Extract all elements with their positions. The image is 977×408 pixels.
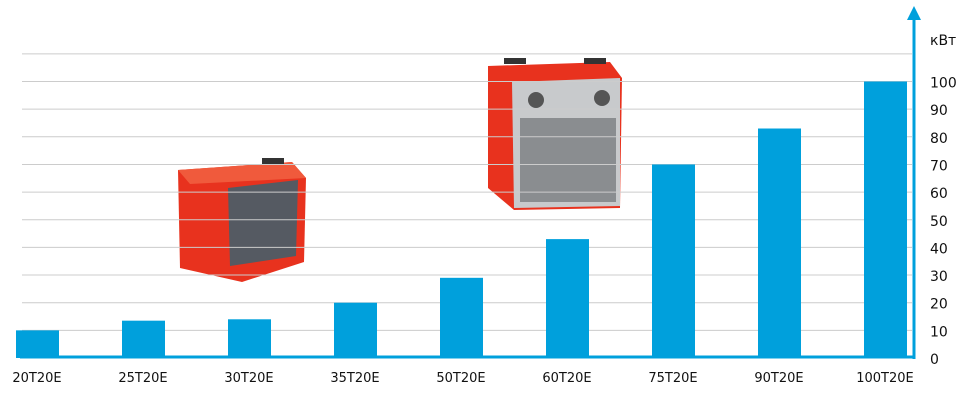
x-tick-label: 90T20E — [754, 371, 803, 386]
y-tick-label: 40 — [930, 241, 948, 257]
bar-60T20E — [546, 239, 589, 358]
bar-20T20E — [16, 330, 59, 358]
y-tick-label: 0 — [930, 352, 939, 368]
x-tick-label: 60T20E — [542, 371, 591, 386]
x-tick-label: 50T20E — [436, 371, 485, 386]
y-tick-label: 10 — [930, 324, 948, 340]
bar-100T20E — [864, 81, 907, 358]
y-axis-arrow-icon — [907, 6, 921, 20]
y-axis-unit-label: кВт — [930, 33, 956, 49]
y-tick-label: 100 — [930, 76, 957, 92]
y-tick-label: 50 — [930, 214, 948, 230]
large-heater-image — [484, 58, 624, 212]
bar-25T20E — [122, 320, 165, 358]
y-tick-label: 20 — [930, 297, 948, 313]
x-tick-label: 35T20E — [330, 371, 379, 386]
y-tick-label: 30 — [930, 269, 948, 285]
y-tick-label: 80 — [930, 131, 948, 147]
y-tick-label: 70 — [930, 158, 948, 174]
bar-90T20E — [758, 128, 801, 358]
x-tick-label: 30T20E — [224, 371, 273, 386]
y-tick-label: 60 — [930, 186, 948, 202]
x-tick-label: 75T20E — [648, 371, 697, 386]
x-tick-label: 25T20E — [118, 371, 167, 386]
bar-75T20E — [652, 164, 695, 358]
bar-35T20E — [334, 302, 377, 358]
y-tick-label: 90 — [930, 103, 948, 119]
bar-30T20E — [228, 319, 271, 358]
x-tick-label: 20T20E — [12, 371, 61, 386]
x-tick-label: 100T20E — [856, 371, 914, 386]
bar-50T20E — [440, 277, 483, 358]
